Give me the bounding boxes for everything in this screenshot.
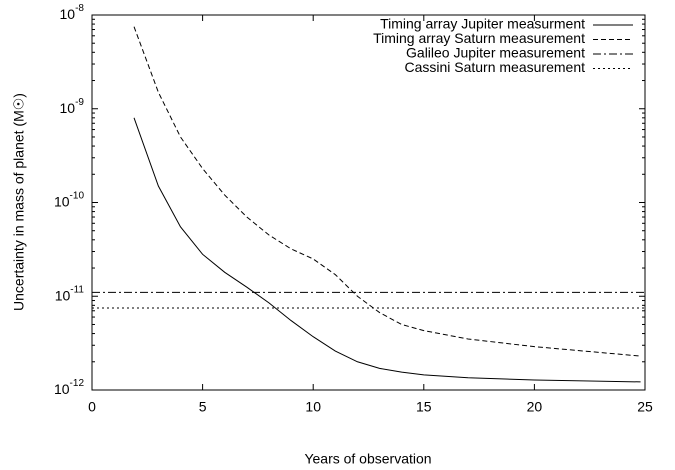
series-line [133, 26, 641, 357]
x-tick-label: 5 [199, 399, 207, 415]
x-tick-label: 0 [88, 399, 96, 415]
series-line [133, 117, 641, 383]
legend-label: Galileo Jupiter measurement [406, 45, 585, 61]
y-tick-label: 10-9 [60, 96, 85, 115]
legend-label: Cassini Saturn measurement [404, 59, 585, 75]
x-axis-label: Years of observation [304, 451, 431, 467]
y-tick-label: 10-10 [54, 190, 84, 209]
x-tick-label: 15 [416, 399, 432, 415]
y-tick-label: 10-11 [55, 284, 85, 303]
x-tick-label: 10 [305, 399, 321, 415]
legend-label: Timing array Jupiter measurment [380, 16, 585, 32]
y-tick-label: 10-12 [54, 378, 84, 397]
legend-label: Timing array Saturn measurement [373, 30, 585, 46]
x-tick-label: 25 [637, 399, 653, 415]
x-tick-label: 20 [527, 399, 543, 415]
y-tick-label: 10-8 [60, 3, 85, 22]
y-axis-label: Uncertainty in mass of planet (M☉) [11, 93, 27, 311]
